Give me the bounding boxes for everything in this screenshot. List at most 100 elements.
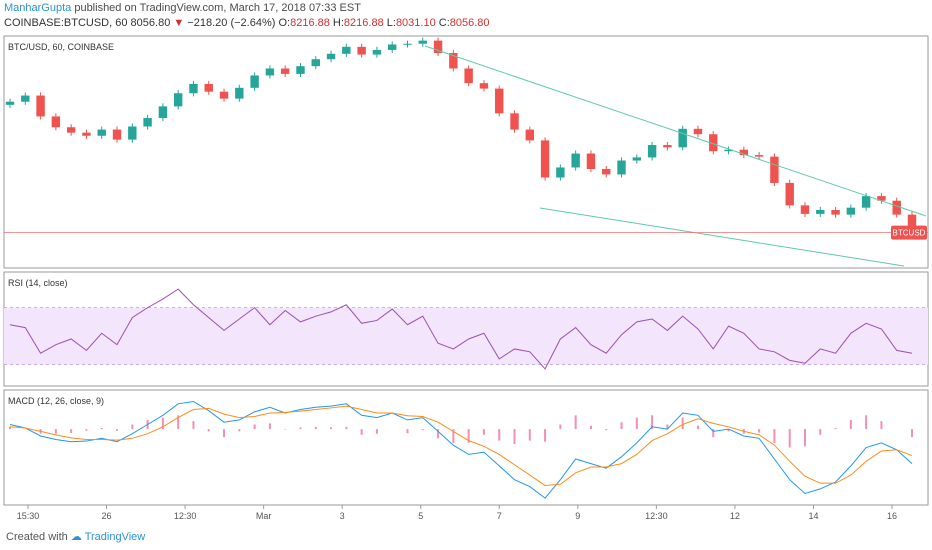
publish-info: published on TradingView.com, March 17, … <box>74 2 361 14</box>
macd-pane <box>3 389 929 506</box>
price-pane <box>3 35 929 269</box>
x-tick-label: 14 <box>808 511 818 521</box>
candle-body <box>173 93 183 107</box>
candle-body <box>785 182 794 206</box>
price-tag-label: BTCUSD <box>893 229 926 238</box>
x-tick-label: 12 <box>730 511 740 521</box>
candle-body <box>250 75 259 88</box>
candle-body <box>525 129 535 141</box>
candle-body <box>342 46 351 54</box>
footer: Created with ☁ TradingView <box>6 530 145 543</box>
price-tag: BTCUSD <box>891 225 927 240</box>
signal-line <box>9 405 913 486</box>
change-arrow-icon: ▼ <box>173 17 185 29</box>
candle-body <box>663 145 672 148</box>
rsi-band <box>4 307 928 365</box>
candle-body <box>464 68 473 84</box>
candle-body <box>540 140 550 178</box>
candle-body <box>510 113 519 130</box>
tradingview-brand[interactable]: TradingView <box>84 531 146 543</box>
candle-body <box>479 83 489 89</box>
candle-body <box>82 132 91 136</box>
candle-body <box>770 156 779 183</box>
candle-body <box>66 127 76 133</box>
candle-body <box>112 129 122 140</box>
candle-body <box>311 59 320 67</box>
candle-body <box>617 160 626 175</box>
candle-body <box>709 134 718 152</box>
rsi-line <box>9 288 913 370</box>
price-pane-label: BTC/USD, 60, COINBASE <box>8 42 114 52</box>
high-label: H: <box>332 17 344 29</box>
candle-body <box>51 116 61 128</box>
price-change: −218.20 (−2.64%) <box>187 17 276 29</box>
candle-body <box>433 40 443 54</box>
candle-body <box>739 149 749 156</box>
candle-body <box>556 167 565 178</box>
candle-body <box>861 196 871 208</box>
candle-body <box>877 196 886 201</box>
symbol-info: COINBASE:BTCUSD, 60 8056.80 ▼ −218.20 (−… <box>4 17 490 29</box>
candle-body <box>800 205 810 214</box>
x-tick-label: 26 <box>102 511 112 521</box>
candle-body <box>816 210 825 214</box>
candle-body <box>571 153 580 168</box>
low-label: L: <box>386 17 396 29</box>
candle-body <box>97 129 106 136</box>
last-price: 8056.80 <box>130 17 171 29</box>
high-value: 8216.88 <box>343 17 384 29</box>
x-tick-label: 7 <box>497 511 502 521</box>
candle-body <box>693 128 703 135</box>
candle-body <box>5 101 15 105</box>
candle-body <box>357 46 366 55</box>
symbol-label: COINBASE:BTCUSD, 60 <box>4 17 128 29</box>
x-tick-label: 15:30 <box>17 511 40 521</box>
x-tick-label: 12:30 <box>174 511 197 521</box>
open-label: O: <box>278 17 291 29</box>
candle-body <box>907 214 917 233</box>
candle-body <box>189 83 198 94</box>
candle-body <box>158 106 168 118</box>
candle-body <box>754 155 764 157</box>
candle-body <box>846 207 856 215</box>
lower-trendline <box>539 207 905 267</box>
candle-body <box>235 87 244 99</box>
macd-pane-label: MACD (12, 26, close, 9) <box>8 396 104 406</box>
candle-body <box>21 95 30 102</box>
candle-body <box>586 153 596 170</box>
candle-body <box>128 126 137 140</box>
x-tick-label: Mar <box>256 511 272 521</box>
candle-body <box>326 53 336 60</box>
candle-body <box>678 128 687 148</box>
price-tag-box <box>891 225 927 240</box>
candle-body <box>372 49 382 55</box>
candle-body <box>387 44 397 50</box>
candle-body <box>449 53 458 69</box>
candle-body <box>418 40 427 44</box>
candle-body <box>204 83 213 92</box>
close-label: C: <box>438 17 450 29</box>
candle-body <box>265 68 275 76</box>
low-value: 8031.10 <box>395 17 436 29</box>
macd-line <box>9 400 913 499</box>
open-value: 8216.88 <box>290 17 330 29</box>
x-tick-label: 16 <box>887 511 897 521</box>
candle-body <box>632 157 642 161</box>
candle-body <box>36 95 45 117</box>
candle-body <box>892 200 901 215</box>
close-value: 8056.80 <box>449 17 490 29</box>
author-link[interactable]: ManharGupta <box>4 2 72 14</box>
candle-body <box>143 117 152 127</box>
x-tick-label: 9 <box>575 511 580 521</box>
upper-trendline <box>424 45 927 217</box>
x-tick-label: 5 <box>418 511 423 521</box>
candle-body <box>219 91 229 99</box>
candle-body <box>296 66 305 74</box>
candle-body <box>831 210 840 215</box>
candle-body <box>724 149 733 152</box>
chart-header: ManharGupta published on TradingView.com… <box>4 2 361 14</box>
candle-body <box>280 68 290 74</box>
created-with-label: Created with <box>6 531 68 543</box>
rsi-pane-label: RSI (14, close) <box>8 278 68 288</box>
